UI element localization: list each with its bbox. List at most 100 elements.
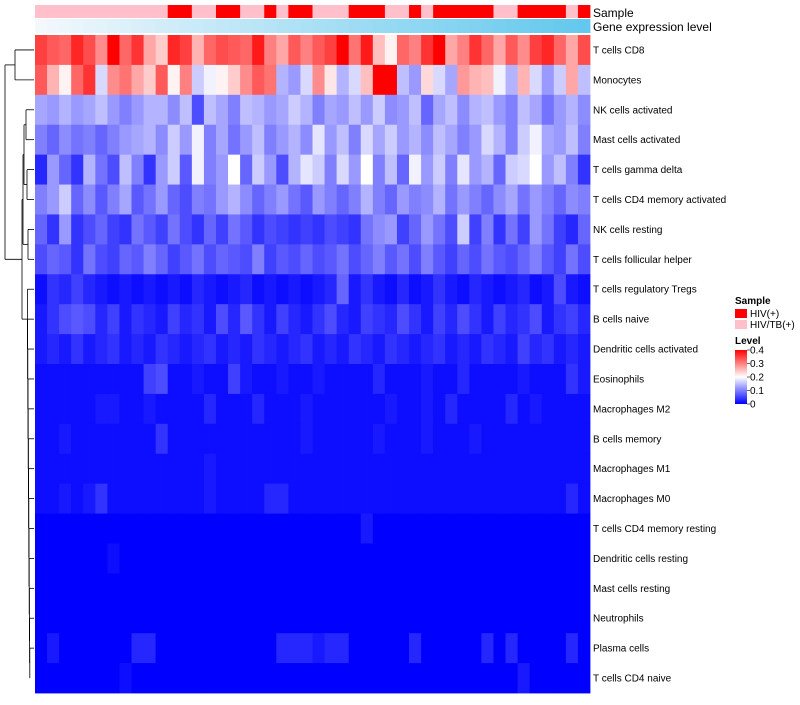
heatmap-cell xyxy=(517,244,531,275)
heatmap-cell xyxy=(83,393,96,425)
heatmap-cell xyxy=(553,364,567,395)
expression-annotation-cell xyxy=(409,19,422,33)
heatmap-cell xyxy=(131,35,144,66)
sample-annotation-cell xyxy=(324,5,338,18)
sample-annotation-cell xyxy=(445,5,458,18)
heatmap-cell xyxy=(396,543,410,574)
heatmap-cell xyxy=(179,364,193,395)
heatmap-cell xyxy=(529,154,543,185)
heatmap-cell xyxy=(119,154,132,185)
heatmap-cell xyxy=(469,35,482,66)
heatmap-cell xyxy=(119,603,132,634)
heatmap-cell xyxy=(215,543,229,574)
heatmap-cell xyxy=(541,154,555,185)
heatmap-cell xyxy=(83,453,96,485)
heatmap-cell xyxy=(372,543,386,574)
heatmap-cell xyxy=(360,184,374,215)
heatmap-cell xyxy=(409,393,422,425)
heatmap-cell xyxy=(433,543,446,574)
heatmap-cell xyxy=(577,304,591,335)
heatmap-cell xyxy=(252,154,265,185)
heatmap-cell xyxy=(131,633,144,664)
heatmap-cell xyxy=(384,483,398,514)
heatmap-cell xyxy=(421,573,434,604)
heatmap-cell xyxy=(107,244,120,275)
heatmap-cell xyxy=(83,124,96,156)
heatmap-cell xyxy=(203,154,217,185)
heatmap-cell xyxy=(469,603,482,634)
heatmap-cell xyxy=(71,483,84,514)
heatmap-cell xyxy=(95,214,108,245)
heatmap-cell xyxy=(240,94,253,126)
heatmap-cell xyxy=(276,154,289,185)
heatmap-cell xyxy=(348,94,362,126)
heatmap-cell xyxy=(565,124,579,156)
heatmap-cell xyxy=(445,304,458,335)
heatmap-cell xyxy=(143,274,157,305)
heatmap-cell xyxy=(481,154,494,185)
heatmap-cell xyxy=(565,184,579,215)
heatmap-cell xyxy=(288,364,301,395)
heatmap-cell xyxy=(203,304,217,335)
heatmap-cell xyxy=(252,453,265,485)
heatmap-cell xyxy=(384,543,398,574)
heatmap-cell xyxy=(107,124,120,156)
heatmap-cell xyxy=(215,64,229,96)
heatmap-cell xyxy=(577,603,591,634)
heatmap-cell xyxy=(577,453,591,485)
heatmap-cell xyxy=(336,304,350,335)
heatmap-cell xyxy=(228,603,241,634)
heatmap-cell xyxy=(276,334,289,365)
heatmap-cell xyxy=(433,663,446,694)
heatmap-cell xyxy=(264,483,277,514)
expression-annotation-cell xyxy=(336,19,350,33)
heatmap-cell xyxy=(95,543,108,574)
heatmap-cell xyxy=(577,633,591,664)
heatmap-cell xyxy=(143,214,157,245)
row-label: T cells CD4 memory resting xyxy=(593,524,716,535)
heatmap-cell xyxy=(372,124,386,156)
expression-annotation-cell xyxy=(215,19,229,33)
heatmap-cell xyxy=(529,364,543,395)
heatmap-cell xyxy=(336,393,350,425)
heatmap-cell xyxy=(565,573,579,604)
heatmap-cell xyxy=(445,393,458,425)
heatmap-cell xyxy=(529,453,543,485)
heatmap-cell xyxy=(252,274,265,305)
heatmap-cell xyxy=(155,453,169,485)
expression-annotation-cell xyxy=(71,19,84,33)
heatmap-cell xyxy=(191,364,205,395)
heatmap-cell xyxy=(264,453,277,485)
heatmap-cell xyxy=(155,633,169,664)
row-label: B cells naive xyxy=(593,315,650,326)
sample-annotation-cell xyxy=(505,5,519,18)
heatmap-cell xyxy=(131,513,144,544)
heatmap-cell xyxy=(493,483,506,514)
heatmap-cell xyxy=(433,573,446,604)
heatmap-cell xyxy=(517,573,531,604)
heatmap-cell xyxy=(276,64,289,96)
heatmap-cell xyxy=(565,214,579,245)
heatmap-cell xyxy=(505,94,519,126)
heatmap-cell xyxy=(215,364,229,395)
heatmap-cell xyxy=(300,573,313,604)
heatmap-cell xyxy=(360,423,374,455)
heatmap-cell xyxy=(445,244,458,275)
heatmap-cell xyxy=(372,483,386,514)
heatmap-cell xyxy=(336,483,350,514)
sample-annotation-cell xyxy=(203,5,217,18)
heatmap-cell xyxy=(300,483,313,514)
heatmap-cell xyxy=(35,304,48,335)
heatmap-cell xyxy=(288,543,301,574)
heatmap-cell xyxy=(252,64,265,96)
heatmap-cell xyxy=(288,35,301,66)
sample-annotation-cell xyxy=(264,5,277,18)
sample-annotation-cell xyxy=(228,5,241,18)
heatmap-cell xyxy=(577,184,591,215)
row-label: NK cells resting xyxy=(593,225,662,236)
heatmap-cell xyxy=(372,334,386,365)
heatmap-cell xyxy=(396,393,410,425)
heatmap-cell xyxy=(107,334,120,365)
heatmap-cell xyxy=(252,244,265,275)
